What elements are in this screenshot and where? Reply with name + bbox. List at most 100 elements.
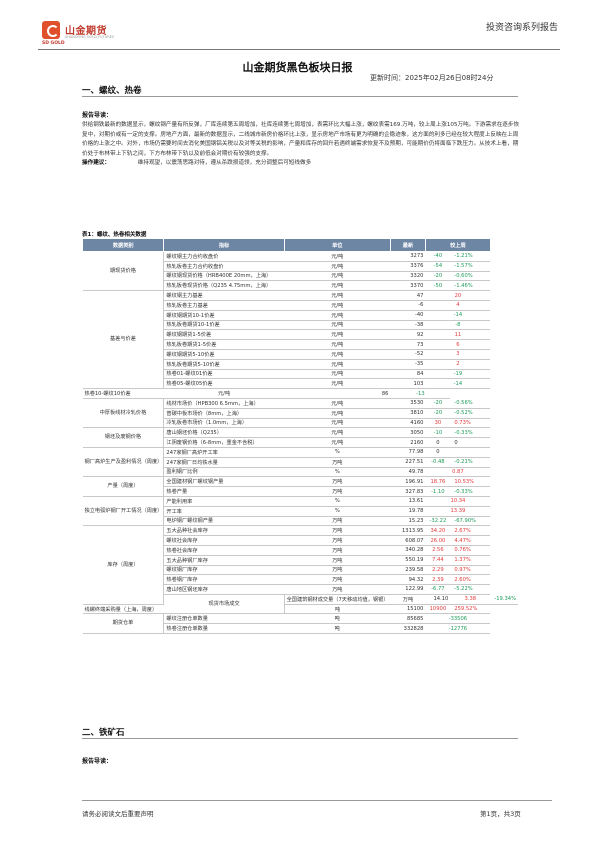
row-change-pct: 259.52%: [450, 604, 491, 615]
page-header: 山金期货 SHANDONG GOLD FUTURES SD GOLD 投资咨询系…: [38, 18, 560, 50]
row-unit: 元/吨: [163, 388, 285, 399]
row-change: -20: [425, 271, 451, 282]
row-indicator: 产能利用率: [163, 496, 285, 507]
row-unit: 元/吨: [284, 290, 391, 301]
row-indicator: 热卷社会库存: [163, 545, 285, 556]
row-unit: 万吨: [284, 486, 391, 497]
row-unit: 元/吨: [284, 280, 391, 292]
table-row: 热卷01-螺纹01价差 元/吨 84 -19: [83, 369, 519, 380]
row-change: -12776: [425, 623, 491, 635]
col-header-unit: 单位: [283, 238, 391, 252]
row-latest: 340.28: [390, 545, 426, 556]
row-change: -33506: [425, 613, 491, 625]
col-header-latest: 最新: [389, 238, 426, 252]
row-indicator: 热卷注册仓单数量: [163, 623, 285, 635]
row-change: -20: [425, 408, 451, 419]
row-latest: 239.58: [390, 565, 426, 576]
table-row: 产量（周度） 全国建材钢厂螺纹钢产量 万吨 196.91 18.76 10.53%: [82, 476, 519, 497]
section-divider: [82, 96, 518, 97]
table-row: 螺纹钢期货5-10价差 元/吨 -52 3: [83, 349, 519, 360]
row-latest: -52: [390, 349, 426, 360]
row-latest: -35: [390, 359, 426, 370]
row-change: -13: [390, 388, 451, 399]
row-change: 34.20: [425, 525, 451, 537]
row-change-pct: -1.21%: [450, 251, 491, 262]
row-unit: 万吨: [284, 565, 391, 576]
row-category: 独立电弧炉钢厂开工情况（周度）: [82, 496, 165, 527]
row-latest: 85685: [390, 613, 426, 625]
table-row: 开工率% 19.78 13.39: [83, 506, 519, 517]
row-change-pct: 4.47%: [450, 535, 491, 546]
row-indicator: 全国建筑钢材成交量（7天移动均值，钢银）: [284, 594, 391, 605]
row-change: -1.10: [425, 486, 451, 497]
footer-divider: [82, 800, 552, 801]
table-row: 螺纹钢厂库存 万吨 239.58 2.29 0.97%: [83, 565, 519, 576]
row-change-pct: -0.56%: [450, 398, 491, 409]
row-unit: 万吨: [284, 555, 391, 566]
row-latest: 94.32: [390, 574, 426, 586]
logo-en: SD GOLD: [42, 41, 65, 46]
row-change: 30: [425, 418, 451, 429]
row-indicator: 五大品种钢厂库存: [163, 555, 285, 566]
row-latest: 327.83: [390, 486, 426, 497]
row-change: 2: [425, 359, 491, 370]
row-latest: 122.99: [390, 584, 426, 595]
row-change: 3.38: [450, 594, 491, 605]
row-change: 18.76: [425, 476, 451, 488]
row-category: 期现货价格: [82, 251, 165, 292]
row-indicator: 电炉钢厂螺纹钢产量: [163, 516, 285, 527]
row-change-pct: -0.52%: [450, 408, 491, 419]
table-row: 热轧板卷期货1-5价差 元/吨 73 6: [83, 339, 519, 350]
row-category: 中厚板线材冷轧价格: [82, 398, 165, 429]
row-unit: 元/吨: [284, 398, 391, 409]
row-change-pct: 10.53%: [450, 476, 491, 488]
table-row: 基差与价差 螺纹钢主力基差 元/吨 47 20: [82, 290, 519, 390]
table-row: 期现货价格 螺纹钢主力合约收盘价 元/吨 3273 -40 -1.21%: [82, 251, 519, 292]
table-row: 热轧板卷主力合约收盘价 元/吨 3376 -54 -1.57%: [83, 261, 519, 272]
row-indicator: 247家钢厂日均铁水量: [163, 457, 285, 468]
row-latest: 196.91: [390, 476, 426, 488]
row-unit: 万吨: [284, 574, 391, 586]
row-change: -6.77: [425, 584, 451, 595]
row-latest: 15.23: [390, 516, 426, 527]
row-indicator: 热轧板卷主力合约收盘价: [163, 261, 285, 272]
row-change: 7.44: [425, 555, 451, 566]
row-change-pct: -67.90%: [450, 516, 491, 527]
report-paragraph: 供给钢铁最新的数据显示，螺纹钢产量有所反弹，厂库连续第五周增加，社库连续第七周增…: [82, 121, 522, 169]
row-category: 现货市场成交: [163, 594, 285, 615]
update-time: 更新时间：2025年02月26日08时24分: [370, 74, 494, 82]
row-indicator: 热卷10-螺纹10价差: [82, 388, 164, 399]
table-row: 江阴废钢价格（6-8mm，重金不含税） 元/吨 2160 0 0: [83, 437, 519, 448]
row-indicator: 热轧板卷主力基差: [163, 300, 285, 311]
row-indicator: 螺纹钢期货10-1价差: [163, 310, 285, 321]
row-unit: 元/吨: [284, 271, 391, 282]
row-latest: 47: [390, 290, 426, 301]
row-unit: %: [284, 506, 391, 517]
guide-label: 报告导读：: [82, 758, 113, 765]
logo-subtext: SHANDONG GOLD FUTURES: [65, 35, 115, 39]
row-latest: 3370: [390, 280, 426, 292]
row-change: 6: [425, 339, 491, 350]
table-row: 普碳中板市场价（8mm，上海） 元/吨 3810 -20 -0.52%: [83, 408, 519, 419]
row-change: 10.34: [425, 496, 491, 507]
row-latest: 3376: [390, 261, 426, 272]
table-row: 热卷产量 万吨 327.83 -1.10 -0.33%: [83, 486, 519, 497]
row-change-pct: 2.60%: [450, 574, 491, 586]
row-change: 11: [425, 329, 491, 341]
row-category: 产量（周度）: [82, 476, 165, 497]
row-indicator: 热轧板卷期货1-5价差: [163, 339, 285, 350]
row-unit: 元/吨: [284, 418, 391, 429]
row-indicator: 螺纹社会库存: [163, 535, 285, 546]
row-latest: 3320: [390, 271, 426, 282]
table-row: 热轧板卷现货价格（Q235 4.75mm，上海） 元/吨 3370 -50 -1.46%: [83, 280, 519, 292]
row-latest: 3050: [390, 427, 426, 439]
row-latest: 3273: [390, 251, 426, 262]
row-indicator: 五大品种社会库存: [163, 525, 285, 537]
row-change: -54: [425, 261, 451, 272]
table-row: 线螺终端采购量（上海，周度） 吨 15100 10900 259.52%: [82, 604, 519, 615]
col-header-indicator: 指标: [163, 238, 285, 252]
table-row: 热轧板卷主力基差 元/吨 -6 4: [83, 300, 519, 311]
row-change-pct: 0.73%: [450, 418, 491, 429]
row-change-pct: -5.22%: [450, 584, 491, 595]
row-unit: 元/吨: [284, 349, 391, 360]
